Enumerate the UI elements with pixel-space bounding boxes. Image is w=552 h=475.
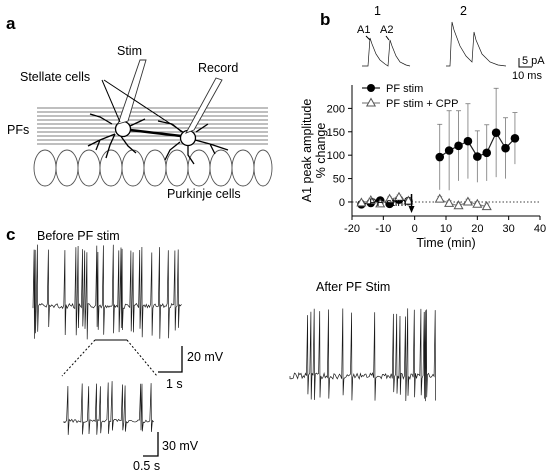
legend-marker-pf xyxy=(367,84,375,92)
pf-point xyxy=(482,148,492,158)
x-tick-label: 40 xyxy=(534,223,546,235)
stim-label: Stim xyxy=(117,44,142,58)
a1-label: A1 xyxy=(357,24,370,36)
x-tick-label: 30 xyxy=(503,223,515,235)
y-tick-label: 50 xyxy=(333,174,345,186)
stellate-cell-left xyxy=(87,113,146,159)
after-pf-stim-label: After PF Stim xyxy=(316,280,390,294)
zoom-guide-right xyxy=(126,339,158,377)
panel-a: a xyxy=(6,14,273,201)
stellate-label: Stellate cells xyxy=(20,70,90,84)
cpp-point xyxy=(481,201,492,211)
x-tick-label: 20 xyxy=(471,223,483,235)
stellate-connection xyxy=(129,128,182,138)
x-tick-label: -10 xyxy=(375,223,391,235)
cpp-point xyxy=(384,193,395,203)
y-tick-label: 150 xyxy=(327,127,345,139)
a2-pointer xyxy=(385,35,390,41)
pf-stim-arrow-head xyxy=(408,206,415,213)
stellate-pointer-1 xyxy=(101,79,121,123)
inset-1-label: 1 xyxy=(374,4,381,18)
inset-trace-2 xyxy=(446,21,507,67)
cpp-point xyxy=(356,197,367,207)
cpp-point xyxy=(403,195,414,205)
pfs-label: PFs xyxy=(7,123,29,137)
scale-10ms-label: 10 ms xyxy=(512,70,542,82)
scale-05s-label: 0.5 s xyxy=(133,459,160,473)
pf-point xyxy=(501,143,510,153)
cpp-point xyxy=(472,198,483,208)
legend-label-cpp: PF stim + CPP xyxy=(386,98,458,110)
y-tick-label: 100 xyxy=(327,150,345,162)
before-pf-stim-label: Before PF stim xyxy=(37,229,120,243)
scale-bar-zoom xyxy=(143,432,159,457)
stim-electrode xyxy=(117,59,147,125)
after-trace xyxy=(289,308,436,402)
pf-point xyxy=(444,146,454,155)
panel-b-letter: b xyxy=(320,10,330,29)
cpp-point xyxy=(375,198,386,208)
y-axis-label-line-1: A1 peak amplitude xyxy=(300,99,314,203)
zoom-guide-left xyxy=(61,339,96,377)
amplitude-chart: 0 50 100 150 200 -20 -10 0 10 20 30 40 Time (min) A1 … xyxy=(300,83,546,250)
y-axis-label-line-2: % change xyxy=(314,123,328,179)
cpp-point xyxy=(434,193,445,203)
scale-bar-before xyxy=(158,346,183,373)
pf-point xyxy=(463,136,473,146)
before-trace xyxy=(32,244,182,340)
parallel-fibers xyxy=(37,107,268,145)
x-tick-label: 10 xyxy=(440,223,452,235)
pf-point xyxy=(491,128,501,138)
inset-trace-1 xyxy=(362,37,411,67)
panel-a-letter: a xyxy=(6,14,16,33)
y-tick-label: 0 xyxy=(339,197,345,209)
legend-marker-cpp xyxy=(365,97,377,107)
pf-stim-label: PF stim xyxy=(369,197,406,209)
record-electrode xyxy=(185,77,223,134)
scale-20mv-label: 20 mV xyxy=(187,350,224,364)
a1-pointer xyxy=(365,35,371,41)
cpp-point xyxy=(365,195,376,205)
scale-1s-label: 1 s xyxy=(166,377,183,391)
cpp-point xyxy=(453,200,464,210)
x-tick-label: 0 xyxy=(412,223,418,235)
stellate-pointer-2 xyxy=(103,79,184,133)
panel-c: c Before PF stim After PF Stim 20 mV 1 s… xyxy=(6,225,436,473)
cpp-point xyxy=(462,196,473,206)
pf-point xyxy=(510,134,520,143)
a2-label: A2 xyxy=(380,24,393,36)
purkinje-cell-row xyxy=(33,149,273,187)
purkinje-label: Purkinje cells xyxy=(167,187,241,201)
inset-2-label: 2 xyxy=(460,4,467,18)
x-axis-label: Time (min) xyxy=(416,236,475,250)
inset-scale-bar xyxy=(518,58,532,68)
scale-5pa-label: 5 pA xyxy=(522,55,545,67)
legend-label-pf: PF stim xyxy=(386,83,423,95)
x-tick-label: -20 xyxy=(344,223,360,235)
pf-point xyxy=(454,141,463,151)
cpp-point xyxy=(393,191,405,201)
pf-point xyxy=(473,152,482,161)
record-label: Record xyxy=(198,61,238,75)
panel-c-letter: c xyxy=(6,225,15,244)
cpp-point xyxy=(444,197,455,207)
scale-30mv-label: 30 mV xyxy=(162,439,199,453)
pf-point xyxy=(435,152,445,162)
y-tick-label: 200 xyxy=(327,103,345,115)
zoom-trace xyxy=(63,381,154,435)
